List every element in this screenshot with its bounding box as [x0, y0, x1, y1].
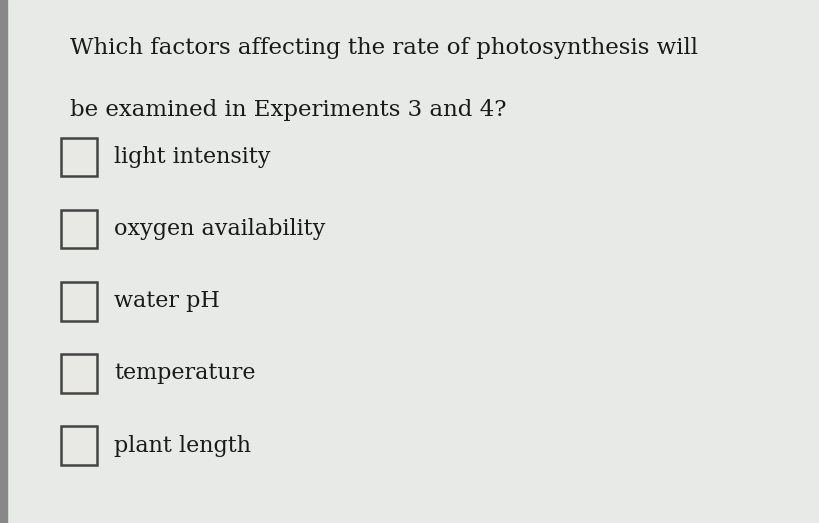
Text: water pH: water pH: [114, 290, 219, 312]
Text: Which factors affecting the rate of photosynthesis will: Which factors affecting the rate of phot…: [70, 37, 697, 59]
Bar: [0, 0, 7, 523]
FancyBboxPatch shape: [61, 138, 97, 176]
Text: be examined in Experiments 3 and 4?: be examined in Experiments 3 and 4?: [70, 99, 505, 121]
Text: light intensity: light intensity: [114, 146, 270, 168]
FancyBboxPatch shape: [61, 282, 97, 321]
Text: temperature: temperature: [114, 362, 256, 384]
FancyBboxPatch shape: [61, 210, 97, 248]
Text: plant length: plant length: [114, 435, 251, 457]
FancyBboxPatch shape: [61, 426, 97, 465]
FancyBboxPatch shape: [61, 354, 97, 393]
Text: oxygen availability: oxygen availability: [114, 218, 325, 240]
